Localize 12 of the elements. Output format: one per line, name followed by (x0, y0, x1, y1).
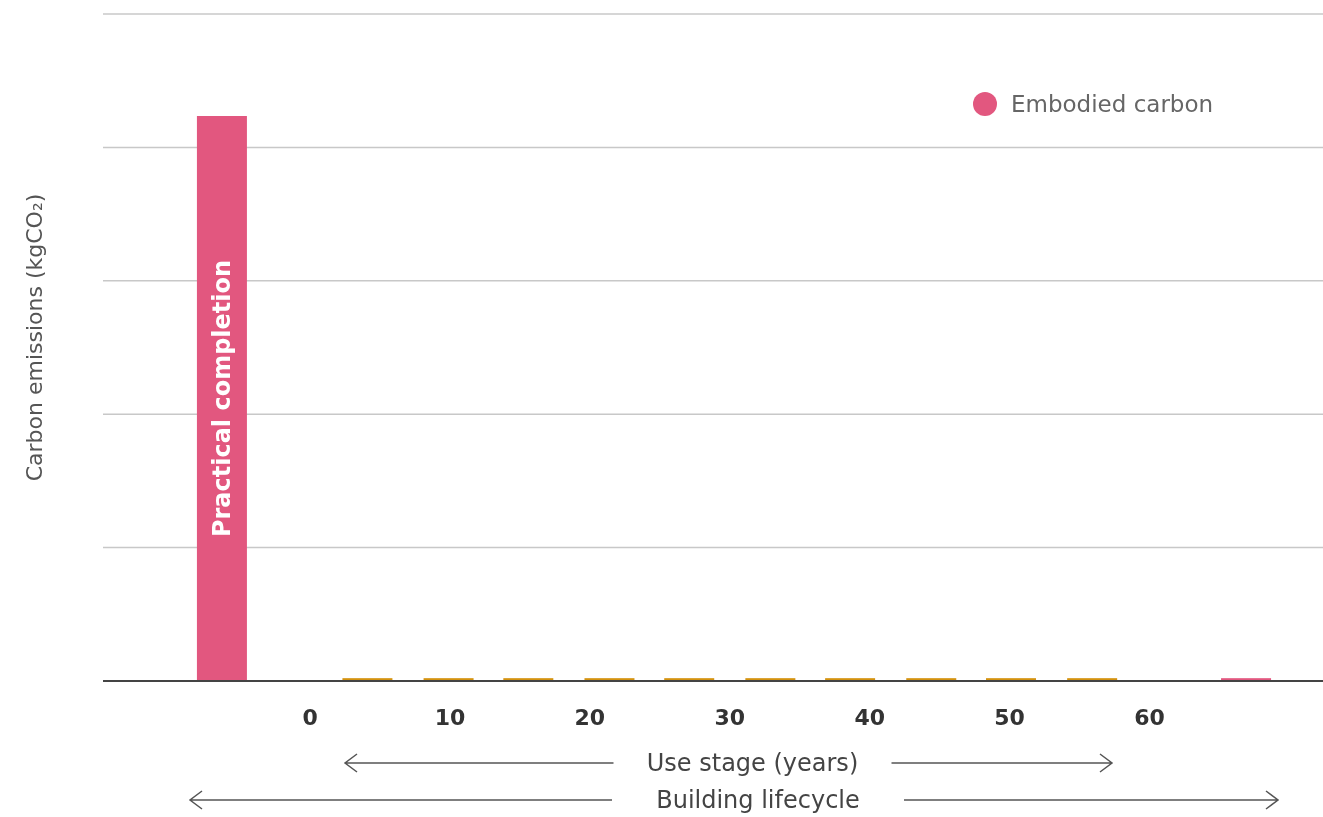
x-tick-label: 20 (574, 705, 606, 730)
x-tick-label: 50 (994, 705, 1025, 730)
text: Use stage (years) (646, 749, 859, 777)
x-tick-label: 10 (434, 705, 466, 730)
x-tick-label: 0 (302, 705, 318, 730)
text: Building lifecycle (656, 786, 860, 814)
x-tick-label: 40 (854, 705, 886, 730)
y-axis-title: Carbon emissions (kgCO₂) (22, 193, 47, 482)
annotation: Practical completion (207, 259, 236, 538)
x-tick-label: 30 (714, 705, 746, 730)
legend-label: Embodied carbon (1011, 91, 1214, 117)
x-tick-label: 60 (1134, 705, 1165, 730)
